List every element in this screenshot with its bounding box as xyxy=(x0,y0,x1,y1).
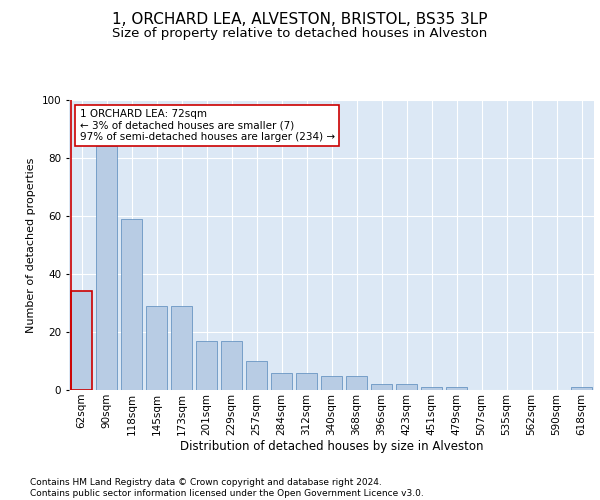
Bar xyxy=(96,146,117,390)
Bar xyxy=(71,292,92,390)
Bar xyxy=(371,384,392,390)
Bar xyxy=(321,376,342,390)
Bar xyxy=(146,306,167,390)
Bar xyxy=(246,361,267,390)
Y-axis label: Number of detached properties: Number of detached properties xyxy=(26,158,36,332)
Bar xyxy=(171,306,192,390)
Text: Contains HM Land Registry data © Crown copyright and database right 2024.
Contai: Contains HM Land Registry data © Crown c… xyxy=(30,478,424,498)
Bar xyxy=(446,387,467,390)
Bar xyxy=(421,387,442,390)
Text: Size of property relative to detached houses in Alveston: Size of property relative to detached ho… xyxy=(112,28,488,40)
Text: 1 ORCHARD LEA: 72sqm
← 3% of detached houses are smaller (7)
97% of semi-detache: 1 ORCHARD LEA: 72sqm ← 3% of detached ho… xyxy=(79,108,335,142)
Bar xyxy=(121,219,142,390)
Text: 1, ORCHARD LEA, ALVESTON, BRISTOL, BS35 3LP: 1, ORCHARD LEA, ALVESTON, BRISTOL, BS35 … xyxy=(112,12,488,28)
Bar xyxy=(346,376,367,390)
X-axis label: Distribution of detached houses by size in Alveston: Distribution of detached houses by size … xyxy=(180,440,483,454)
Bar xyxy=(571,387,592,390)
Bar xyxy=(221,340,242,390)
Bar xyxy=(196,340,217,390)
Bar xyxy=(296,372,317,390)
Bar xyxy=(271,372,292,390)
Bar xyxy=(396,384,417,390)
